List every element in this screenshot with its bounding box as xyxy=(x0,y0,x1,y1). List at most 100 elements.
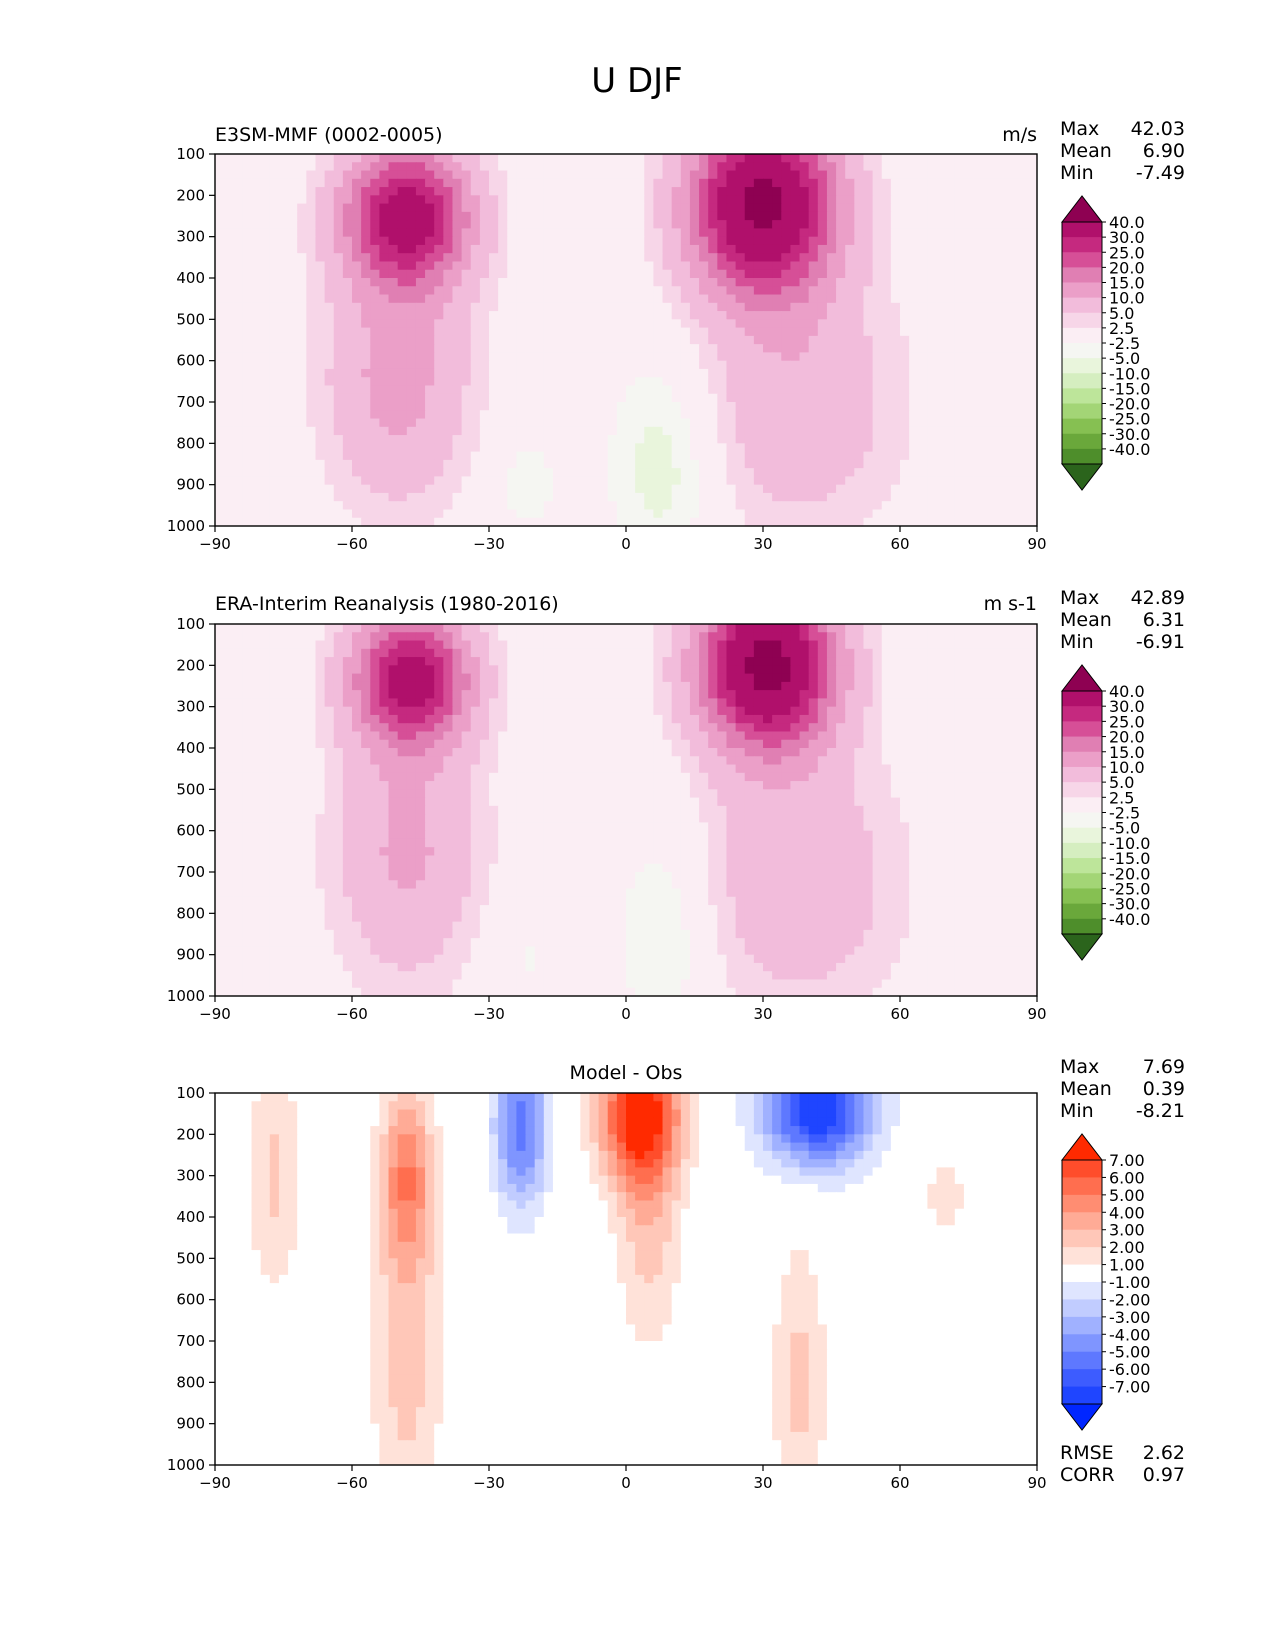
contour-cell xyxy=(808,294,819,304)
contour-cell xyxy=(881,418,892,428)
contour-cell xyxy=(580,244,591,254)
contour-cell xyxy=(671,327,682,337)
contour-cell xyxy=(562,294,572,304)
contour-cell xyxy=(516,509,527,519)
contour-cell xyxy=(1000,187,1011,196)
contour-cell xyxy=(635,368,645,378)
contour-cell xyxy=(753,278,764,287)
contour-cell xyxy=(470,261,481,271)
contour-cell xyxy=(763,344,773,353)
contour-cell xyxy=(543,344,554,353)
contour-cell xyxy=(626,253,636,263)
contour-cell xyxy=(297,418,307,428)
contour-cell xyxy=(1009,368,1020,378)
contour-cell xyxy=(973,154,983,163)
contour-cell xyxy=(799,203,810,213)
contour-cell xyxy=(790,311,801,320)
contour-cell xyxy=(991,261,1002,271)
contour-cell xyxy=(616,154,627,163)
contour-cell xyxy=(397,501,408,511)
contour-cell xyxy=(461,393,472,403)
contour-cell xyxy=(699,203,709,213)
contour-cell xyxy=(726,360,737,370)
contour-cell xyxy=(918,393,928,403)
contour-cell xyxy=(817,492,828,502)
contour-cell xyxy=(434,335,444,345)
contour-cell xyxy=(288,228,298,238)
contour-cell xyxy=(735,236,746,246)
contour-cell xyxy=(817,681,828,691)
contour-cell xyxy=(635,459,645,469)
contour-cell xyxy=(945,335,956,345)
contour-cell xyxy=(361,443,371,453)
contour-cell xyxy=(415,435,426,444)
contour-cell xyxy=(479,344,490,353)
contour-cell xyxy=(772,162,782,172)
contour-cell xyxy=(324,443,335,453)
contour-cell xyxy=(443,294,454,304)
contour-cell xyxy=(708,302,718,312)
contour-cell xyxy=(900,681,910,691)
contour-cell xyxy=(352,698,362,708)
contour-cell xyxy=(607,393,618,403)
contour-cell xyxy=(1000,352,1011,362)
contour-cell xyxy=(854,162,865,172)
contour-cell xyxy=(973,501,983,511)
contour-cell xyxy=(963,648,974,658)
contour-cell xyxy=(653,220,664,229)
contour-cell xyxy=(461,211,472,221)
contour-cell xyxy=(397,648,408,658)
contour-cell xyxy=(918,278,928,287)
contour-cell xyxy=(918,162,928,172)
contour-cell xyxy=(443,170,454,180)
contour-cell xyxy=(370,632,380,642)
contour-cell xyxy=(571,187,581,196)
contour-cell xyxy=(479,640,490,650)
contour-cell xyxy=(397,352,408,362)
contour-cell xyxy=(772,178,782,188)
contour-cell xyxy=(744,393,755,403)
contour-cell xyxy=(662,253,673,263)
contour-cell xyxy=(278,418,289,428)
contour-cell xyxy=(324,484,335,494)
contour-cell xyxy=(772,236,782,246)
contour-cell xyxy=(297,443,307,453)
contour-cell xyxy=(297,402,307,411)
contour-cell xyxy=(1009,170,1020,180)
contour-cell xyxy=(224,690,234,699)
contour-cell xyxy=(260,220,271,229)
contour-cell xyxy=(982,459,992,469)
contour-cell xyxy=(251,228,262,238)
contour-cell xyxy=(543,311,554,320)
contour-cell xyxy=(598,377,609,387)
contour-cell xyxy=(388,681,399,691)
contour-cell xyxy=(278,187,289,196)
contour-cell xyxy=(616,244,627,254)
contour-cell xyxy=(973,294,983,304)
contour-cell xyxy=(607,335,618,345)
contour-cell xyxy=(909,468,919,477)
contour-cell xyxy=(881,402,892,411)
contour-cell xyxy=(306,302,317,312)
contour-cell xyxy=(224,517,234,527)
contour-cell xyxy=(708,377,718,387)
contour-cell xyxy=(224,244,234,254)
contour-cell xyxy=(872,327,883,337)
contour-cell xyxy=(708,435,718,444)
contour-cell xyxy=(406,492,417,502)
contour-cell xyxy=(973,261,983,271)
contour-cell xyxy=(726,402,737,411)
contour-cell xyxy=(973,443,983,453)
contour-cell xyxy=(699,154,709,163)
contour-cell xyxy=(507,211,517,221)
contour-cell xyxy=(808,665,819,675)
contour-cell xyxy=(699,492,709,502)
contour-cell xyxy=(224,302,234,312)
contour-cell xyxy=(1018,261,1029,271)
contour-cell xyxy=(425,377,435,387)
contour-cell xyxy=(507,418,517,428)
contour-cell xyxy=(315,154,326,163)
contour-cell xyxy=(671,443,682,453)
contour-cell xyxy=(379,443,390,453)
contour-cell xyxy=(854,492,865,502)
